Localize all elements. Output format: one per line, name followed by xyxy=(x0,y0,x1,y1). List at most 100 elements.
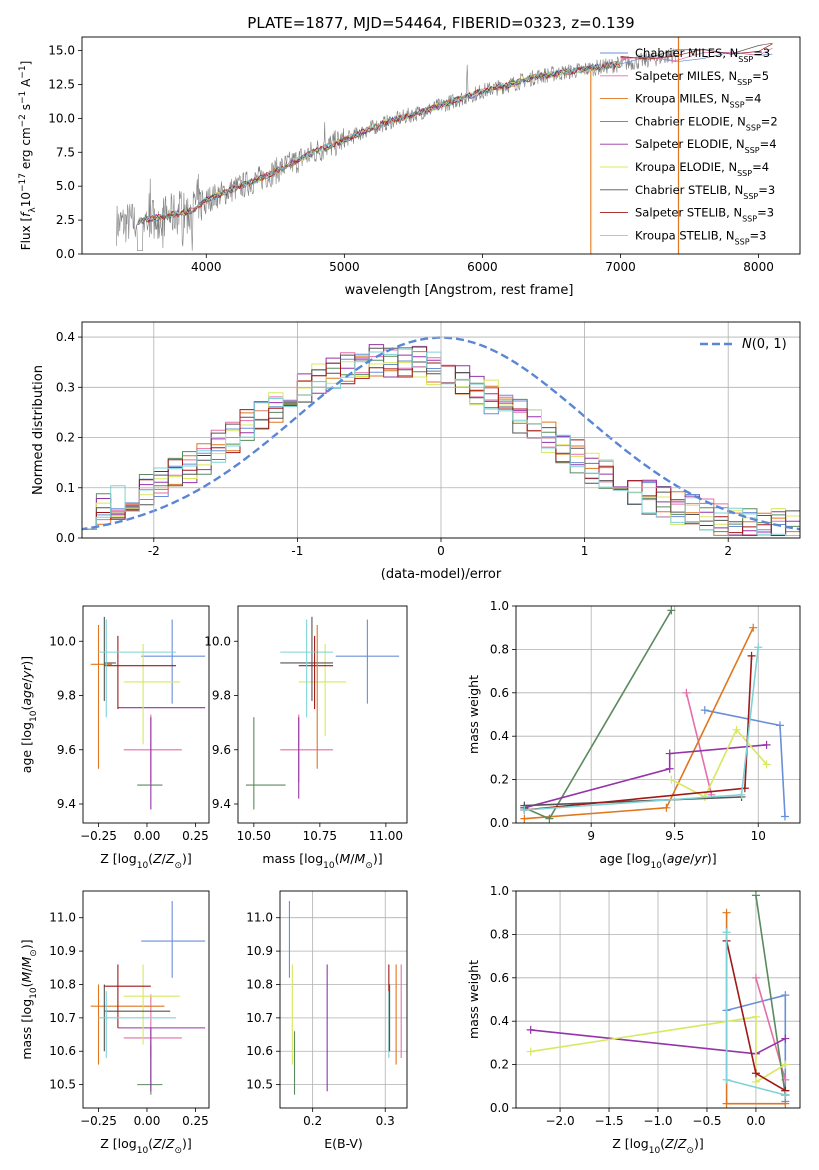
legend-label: Kroupa MILES, NSSP=4 xyxy=(635,92,761,110)
y-tick-label: 11.0 xyxy=(246,911,273,925)
residuals-panel: -2 -1 0 1 2 0.0 0.1 0.2 0.3 0.4 (data-model)/error… xyxy=(31,321,801,582)
x-tick-label: 4000 xyxy=(191,260,222,274)
x-tick-label: 10 xyxy=(751,829,766,843)
weight-marker xyxy=(545,814,554,823)
model-line-kroupa-stelib xyxy=(136,60,621,225)
y-tick-label: 0.0 xyxy=(56,531,75,545)
y-tick-label: 0.0 xyxy=(490,1101,509,1115)
weight-line xyxy=(524,655,753,811)
y-tick-label: 0.3 xyxy=(56,380,75,394)
x-tick-label: 9 xyxy=(587,829,595,843)
legend-label: Kroupa ELODIE, NSSP=4 xyxy=(635,160,769,178)
y-tick-label: 1.0 xyxy=(490,599,509,613)
x-tick-label: 2 xyxy=(724,544,732,558)
x-tick-label: −1.5 xyxy=(594,1114,623,1128)
x-tick-label: 0.00 xyxy=(134,1114,161,1128)
y-tick-label: 0.6 xyxy=(490,686,509,700)
y-tick-label: 10.5 xyxy=(246,1078,273,1092)
figure-title: PLATE=1877, MJD=54464, FIBERID=0323, z=0… xyxy=(247,14,634,32)
axes-frame xyxy=(237,605,408,824)
normal-distribution-curve xyxy=(82,336,800,531)
weight-line xyxy=(685,692,713,795)
weight-marker xyxy=(662,803,671,812)
model-line-kroupa-elodie xyxy=(136,62,621,226)
model-tail-chabrier-stelib xyxy=(620,42,773,59)
x-axis-label: mass [log10(M/M⊙)] xyxy=(262,851,382,871)
weight-marker xyxy=(526,1047,535,1056)
spectrum-plot-area xyxy=(116,37,773,254)
weight-plot-area xyxy=(520,606,789,823)
weight-line xyxy=(524,647,759,811)
axes-frame xyxy=(82,890,210,1109)
model-line-chabrier-elodie xyxy=(136,61,621,225)
y-tick-label: 0.0 xyxy=(56,247,75,261)
weight-marker xyxy=(520,814,529,823)
legend-label: Chabrier ELODIE, NSSP=2 xyxy=(635,114,778,131)
x-tick-label: 0.00 xyxy=(134,829,161,843)
y-tick-label: 9.4 xyxy=(57,797,76,811)
weight-marker xyxy=(762,760,771,769)
weight-line xyxy=(524,744,767,809)
y-tick-label: 1.0 xyxy=(490,884,509,898)
weight-marker xyxy=(732,725,741,734)
y-tick-label: 10.7 xyxy=(246,1011,273,1025)
weight-line xyxy=(671,728,768,799)
axes-frame xyxy=(279,890,408,1109)
massweight-vs-metallicity-panel: −2.0 −1.5 −1.0 −0.5 0.0 0.0 0.2 0.4 0.6 0.8 1.0 Z [… xyxy=(466,884,801,1156)
x-tick-label: 0.0 xyxy=(746,1114,765,1128)
y-tick-label: 9.6 xyxy=(212,743,231,757)
legend: Chabrier MILES, NSSP=3 Salpeter MILES, NS… xyxy=(600,46,778,246)
weight-marker xyxy=(667,606,676,615)
weight-marker xyxy=(751,1077,760,1086)
x-axis-label: age [log10(age/yr)] xyxy=(599,851,716,871)
x-tick-label: −0.25 xyxy=(80,829,117,843)
x-tick-label: 0.3 xyxy=(376,1114,395,1128)
x-tick-label: -2 xyxy=(148,544,160,558)
weight-marker xyxy=(667,775,676,784)
weight-marker xyxy=(722,1075,731,1084)
x-axis-label: E(B-V) xyxy=(324,1136,363,1151)
y-tick-label: 10.5 xyxy=(49,1078,76,1092)
histogram-plot-area xyxy=(82,336,800,536)
x-tick-label: 1 xyxy=(581,544,589,558)
y-tick-label: 0.0 xyxy=(490,816,509,830)
axes-frame xyxy=(515,890,801,1109)
x-tick-label: -1 xyxy=(291,544,303,558)
y-tick-label: 9.8 xyxy=(212,689,231,703)
y-axis-label: mass weight xyxy=(466,675,481,754)
weight-marker xyxy=(722,908,731,917)
weight-line xyxy=(755,895,787,1096)
legend-label: Salpeter ELODIE, NSSP=4 xyxy=(635,137,777,155)
weight-line xyxy=(524,796,742,807)
x-tick-label: 5000 xyxy=(329,260,360,274)
x-tick-label: 10.75 xyxy=(303,829,337,843)
y-axis-label: age [log10(age/yr)] xyxy=(19,656,39,773)
y-tick-label: 9.8 xyxy=(57,689,76,703)
errorbar-plot-area xyxy=(288,901,402,1095)
y-axis-label: mass [log10(M/M⊙)] xyxy=(19,939,39,1059)
weight-marker xyxy=(775,721,784,730)
model-line-kroupa-miles xyxy=(136,61,621,225)
weight-marker xyxy=(751,1012,760,1021)
weight-marker xyxy=(781,1099,790,1108)
y-tick-label: 10.6 xyxy=(246,1044,273,1058)
weight-marker xyxy=(749,623,758,632)
y-tick-label: 9.4 xyxy=(212,797,231,811)
spectrum-panel: 4000 5000 6000 7000 8000 0.0 2.5 5.0 7.5 10.0 12.5… xyxy=(18,36,801,298)
legend-label: Salpeter STELIB, NSSP=3 xyxy=(635,206,774,224)
x-tick-label: 11.00 xyxy=(369,829,403,843)
y-tick-label: 10.8 xyxy=(49,977,76,991)
weight-marker xyxy=(754,643,763,652)
x-axis-label: wavelength [Angstrom, rest frame] xyxy=(345,283,574,298)
weight-marker xyxy=(520,805,529,814)
y-tick-label: 10.9 xyxy=(49,944,76,958)
weight-marker xyxy=(781,991,790,1000)
axes-frame xyxy=(515,605,801,824)
weight-marker xyxy=(751,891,760,900)
y-axis-label: Normed distribution xyxy=(31,365,46,495)
weight-marker xyxy=(762,740,771,749)
legend-label: N(0, 1) xyxy=(742,337,787,352)
x-axis-label: Z [log10(Z/Z⊙)] xyxy=(612,1136,704,1156)
x-tick-label: −2.0 xyxy=(545,1114,574,1128)
